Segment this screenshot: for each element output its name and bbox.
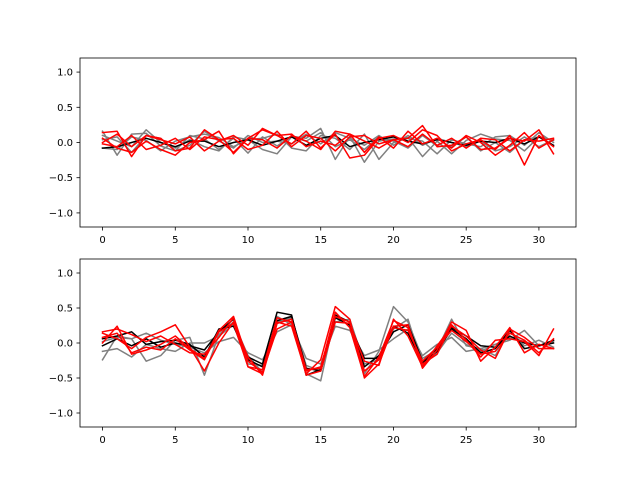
x-tick-label: 20 [387,235,400,246]
series-line-8 [101,315,555,376]
x-tick-label: 25 [460,235,473,246]
y-tick-label: 0.0 [57,339,73,350]
y-tick-label: −0.5 [49,374,73,385]
y-tick-label: −1.0 [49,409,73,420]
y-tick-label: 0.5 [57,304,73,315]
x-tick-label: 5 [172,435,178,446]
x-axis: 0 5 10 15 20 25 30 [99,227,545,246]
x-axis: 0 5 10 15 20 25 30 [99,427,545,446]
y-tick-label: 0.0 [57,138,73,149]
y-tick-label: −0.5 [49,173,73,184]
y-tick-label: 1.0 [57,68,73,79]
x-tick-label: 0 [99,235,105,246]
series-lines [101,124,555,166]
series-line-8 [101,127,555,156]
y-tick-label: −1.0 [49,208,73,219]
y-tick-label: 1.0 [57,269,73,280]
x-tick-label: 25 [460,435,473,446]
chart-top: 0 5 10 15 20 25 30 −1.0 −0.5 0.0 0.5 1.0 [49,57,577,246]
x-tick-label: 15 [314,235,327,246]
y-axis: −1.0 −0.5 0.0 0.5 1.0 [49,269,80,420]
x-tick-label: 15 [314,435,327,446]
series-lines [101,305,555,382]
x-tick-label: 20 [387,435,400,446]
x-tick-label: 10 [242,235,255,246]
series-line-9 [101,315,555,372]
x-tick-label: 5 [172,235,178,246]
x-tick-label: 10 [242,435,255,446]
y-axis: −1.0 −0.5 0.0 0.5 1.0 [49,68,80,219]
x-tick-label: 0 [99,435,105,446]
x-tick-label: 30 [533,435,546,446]
series-line-6 [101,305,555,379]
series-line-9 [101,130,555,152]
x-tick-label: 30 [533,235,546,246]
chart-bottom: 0 5 10 15 20 25 30 −1.0 −0.5 0.0 0.5 1.0 [49,258,577,446]
y-tick-label: 0.5 [57,103,73,114]
